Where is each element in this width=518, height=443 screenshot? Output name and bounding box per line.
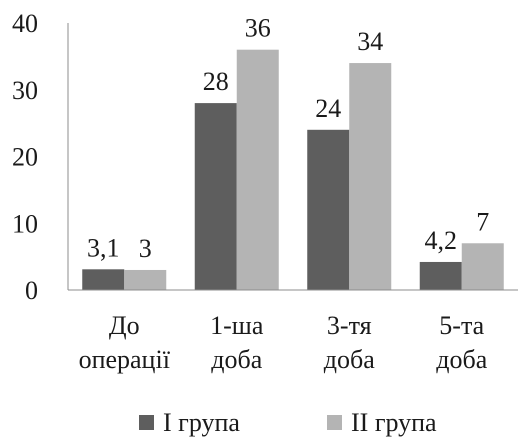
legend-label-2: II група xyxy=(351,408,437,437)
data-label: 34 xyxy=(357,27,383,56)
bar-2-4 xyxy=(461,243,504,290)
bar-1-1 xyxy=(82,269,125,290)
bar-1-3 xyxy=(307,129,350,290)
x-tick-label: 3-тя xyxy=(327,311,372,340)
x-tick-label: доба xyxy=(211,345,262,374)
x-tick-label: 5-та xyxy=(439,311,484,340)
data-labels: 3,1 3 28 36 24 34 4,2 7 xyxy=(87,14,489,263)
y-tick-label: 10 xyxy=(12,209,38,238)
bars xyxy=(82,49,504,291)
data-label: 3,1 xyxy=(87,233,120,262)
x-tick-label: доба xyxy=(324,345,375,374)
y-axis: 0 10 20 30 40 xyxy=(12,9,69,305)
x-axis: До операції 1-ша доба 3-тя доба 5-та доба xyxy=(68,289,518,374)
x-tick-label: 1-ша xyxy=(210,311,264,340)
bar-2-3 xyxy=(349,63,392,290)
x-tick-label: До xyxy=(109,311,140,340)
y-tick-label: 30 xyxy=(12,76,38,105)
x-tick-label: операції xyxy=(79,345,171,374)
data-label: 36 xyxy=(245,14,271,43)
legend-swatch-2 xyxy=(327,415,342,430)
bar-1-4 xyxy=(419,261,462,290)
y-tick-label: 20 xyxy=(12,143,38,172)
data-label: 28 xyxy=(203,67,229,96)
y-tick-label: 0 xyxy=(25,276,38,305)
legend: I група II група xyxy=(139,408,437,437)
x-tick-label: доба xyxy=(436,345,487,374)
bar-2-1 xyxy=(124,269,167,290)
bar-1-2 xyxy=(194,103,237,290)
bar-2-2 xyxy=(236,49,279,291)
data-label: 3 xyxy=(139,234,152,263)
data-label: 24 xyxy=(315,94,341,123)
legend-label-1: I група xyxy=(163,408,240,437)
data-label: 7 xyxy=(476,207,489,236)
legend-swatch-1 xyxy=(139,415,154,430)
y-tick-label: 40 xyxy=(12,9,38,38)
data-label: 4,2 xyxy=(425,226,458,255)
